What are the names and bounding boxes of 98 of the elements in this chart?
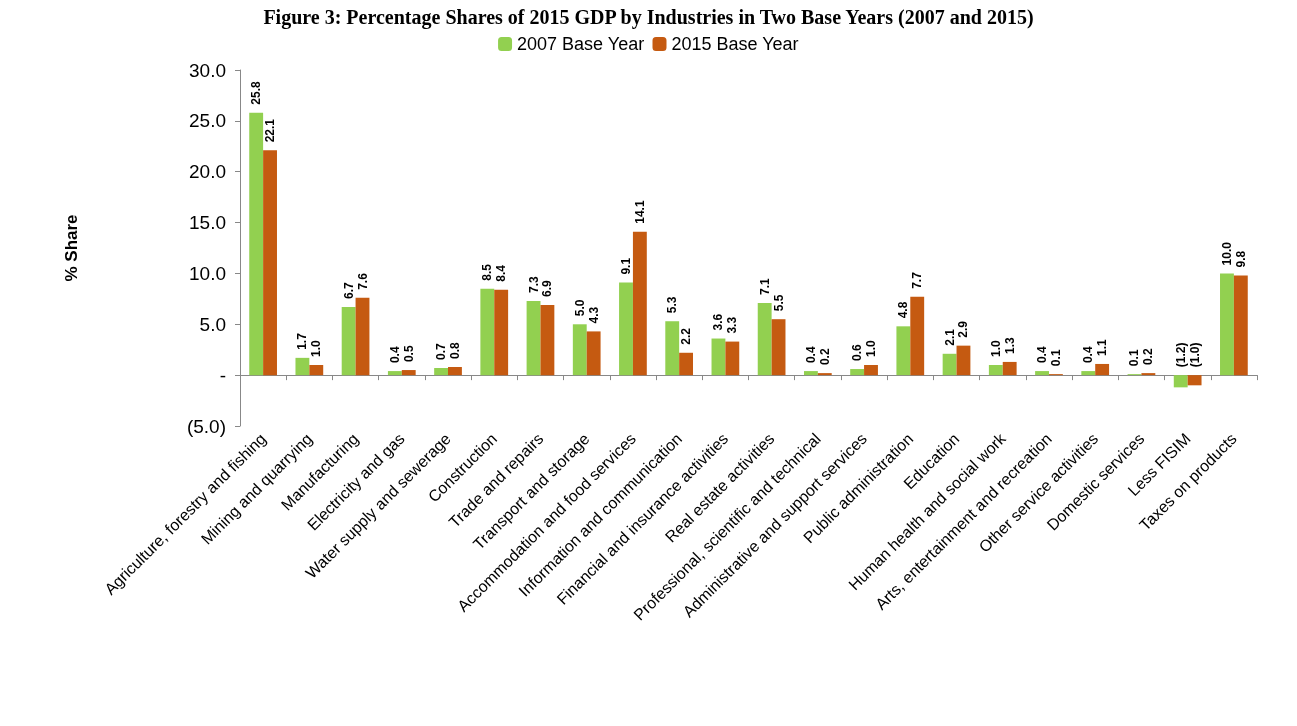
legend-label: 2015 Base Year xyxy=(671,34,799,54)
bar xyxy=(540,304,555,376)
data-label: 0.4 xyxy=(803,346,818,364)
data-label: 9.1 xyxy=(619,257,633,275)
data-label: 25.8 xyxy=(249,81,264,105)
bar xyxy=(1035,371,1049,376)
bar xyxy=(387,371,402,376)
chart-title: Figure 3: Percentage Shares of 2015 GDP by Industries in Two Base Years (2007 and 2015) xyxy=(263,6,1034,29)
y-tick-label: 20.0 xyxy=(189,161,226,183)
bar xyxy=(341,306,356,376)
bar xyxy=(665,321,680,376)
bar xyxy=(249,112,264,376)
bar xyxy=(619,282,633,376)
bar xyxy=(679,352,694,376)
y-axis-title: % Share xyxy=(62,214,81,282)
data-label: 2.1 xyxy=(942,328,957,346)
bar xyxy=(263,150,277,376)
data-label: 0.8 xyxy=(447,342,462,360)
data-label: (1.0) xyxy=(1187,342,1202,368)
data-label: 5.3 xyxy=(665,296,680,314)
y-tick-label: - xyxy=(219,364,226,386)
bar xyxy=(896,326,911,376)
data-label: 5.5 xyxy=(771,294,786,312)
bar xyxy=(526,300,541,376)
data-label: 22.1 xyxy=(263,118,278,143)
data-label: 2.2 xyxy=(679,327,694,345)
bar xyxy=(295,357,310,376)
legend-label: 2007 Base Year xyxy=(517,34,645,54)
bar xyxy=(480,288,495,376)
data-label: (1.2) xyxy=(1173,342,1188,368)
data-label: 4.8 xyxy=(896,301,911,319)
data-label: 3.6 xyxy=(711,313,726,331)
data-label: 1.0 xyxy=(988,339,1003,357)
bar xyxy=(632,231,647,376)
bar xyxy=(817,373,832,376)
bar xyxy=(1081,371,1096,376)
data-label: 8.4 xyxy=(494,264,509,282)
bar xyxy=(448,367,462,376)
data-label: 14.1 xyxy=(632,200,647,224)
data-label: 1.3 xyxy=(1002,336,1017,354)
y-tick-label: 30.0 xyxy=(189,59,226,81)
bar xyxy=(1095,363,1110,376)
data-label: 0.5 xyxy=(401,345,416,363)
bar xyxy=(910,296,925,376)
data-label: 1.1 xyxy=(1095,338,1110,356)
bar xyxy=(572,324,587,376)
bar xyxy=(309,364,324,376)
bar xyxy=(942,353,957,376)
bar xyxy=(1187,375,1202,386)
data-label: 3.3 xyxy=(725,316,740,334)
y-tick-label: 10.0 xyxy=(189,262,226,284)
data-label: 4.3 xyxy=(586,306,601,324)
data-label: 1.0 xyxy=(309,339,324,357)
bar xyxy=(586,331,601,376)
data-label: 0.4 xyxy=(1035,346,1050,364)
bar xyxy=(725,341,740,376)
data-label: 9.8 xyxy=(1233,250,1248,268)
data-label: 0.6 xyxy=(850,344,865,362)
data-label: 7.6 xyxy=(355,272,370,290)
bar xyxy=(850,369,865,376)
bar xyxy=(401,370,416,376)
data-label: 7.7 xyxy=(910,271,925,289)
bar xyxy=(988,364,1003,376)
y-tick-label: 5.0 xyxy=(199,313,226,335)
data-label: 5.0 xyxy=(572,299,587,317)
data-label: 0.1 xyxy=(1127,349,1142,367)
data-label: 7.1 xyxy=(757,277,772,295)
data-label: 7.3 xyxy=(526,275,541,293)
data-label: 6.7 xyxy=(341,281,356,299)
bar xyxy=(1220,273,1234,376)
bar xyxy=(864,364,878,376)
bar xyxy=(434,368,449,376)
data-label: 1.7 xyxy=(295,332,310,350)
y-tick-label: 15.0 xyxy=(189,212,226,234)
bar xyxy=(771,319,786,376)
data-label: 0.2 xyxy=(1141,348,1156,366)
data-label: 8.5 xyxy=(480,263,495,281)
bar xyxy=(355,297,370,376)
data-label: 10.0 xyxy=(1219,241,1234,266)
y-tick-label: (5.0) xyxy=(186,415,226,437)
bar xyxy=(757,302,772,376)
data-label: 0.2 xyxy=(817,348,832,366)
data-label: 2.9 xyxy=(956,320,971,338)
bar xyxy=(1233,275,1248,376)
data-label: 0.4 xyxy=(387,346,402,364)
bar xyxy=(1002,361,1017,376)
bar xyxy=(711,338,726,376)
bar xyxy=(494,289,509,376)
bar xyxy=(803,371,818,376)
bar xyxy=(956,345,971,376)
data-label: 1.0 xyxy=(864,339,878,357)
data-label: 0.1 xyxy=(1048,349,1063,367)
y-tick-label: 25.0 xyxy=(189,110,226,132)
bar xyxy=(1173,375,1188,388)
data-label: 6.9 xyxy=(540,279,555,297)
data-label: 0.7 xyxy=(434,343,449,361)
data-label: 0.4 xyxy=(1081,346,1096,364)
bar xyxy=(1141,373,1156,376)
